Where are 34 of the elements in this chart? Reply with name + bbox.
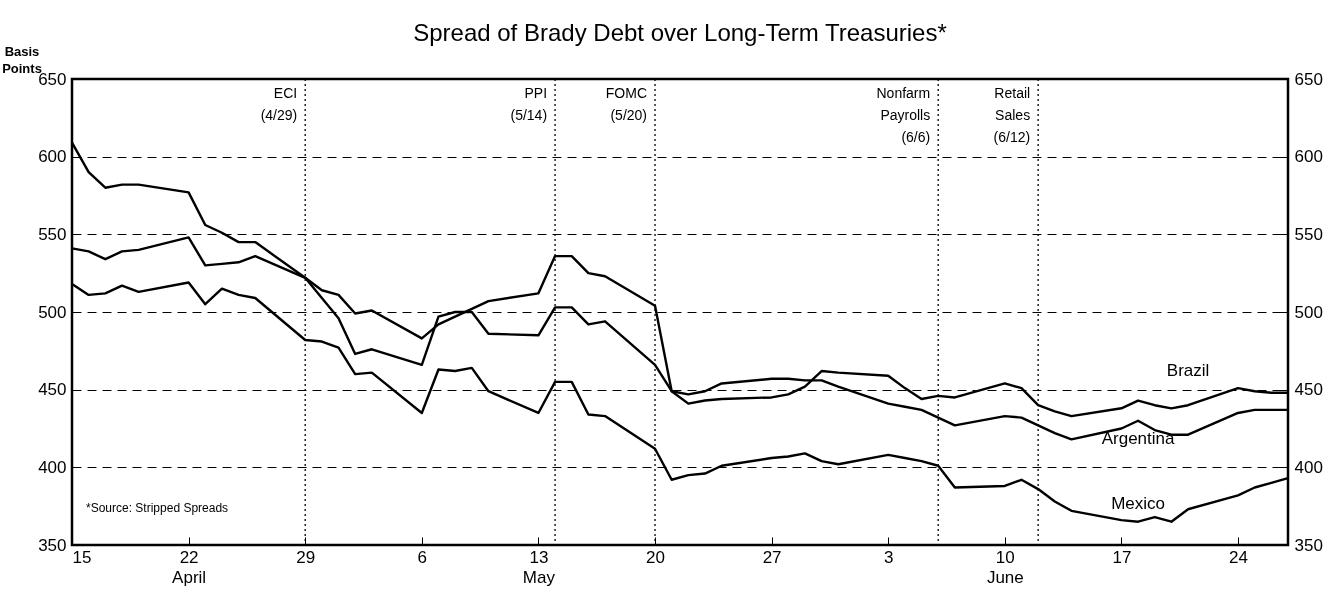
y2-tick-label: 600 — [1294, 147, 1323, 167]
y2-tick-label: 400 — [1294, 457, 1323, 477]
y2-tick-label: 350 — [1294, 535, 1323, 555]
ref-line-label: Retail Sales (6/12) — [993, 85, 1031, 145]
x-tick-label: 13 May — [522, 547, 556, 587]
x-tick-label: 6 — [417, 547, 428, 567]
ref-line-label: PPI (5/14) — [510, 85, 548, 123]
y-tick-label: 350 — [38, 535, 67, 555]
series-label: Argentina — [1101, 428, 1176, 448]
y-tick-label: 450 — [38, 380, 67, 400]
series-label: Brazil — [1166, 361, 1210, 381]
x-tick-label: 27 — [762, 547, 782, 567]
y-tick-label: 400 — [38, 457, 67, 477]
y-tick-label: 550 — [38, 224, 67, 244]
ref-line-label: ECI (4/29) — [260, 85, 298, 123]
x-tick-label: 20 — [646, 547, 665, 567]
series-label: Mexico — [1111, 493, 1166, 513]
y2-tick-label: 450 — [1294, 380, 1323, 400]
y-tick-label: 500 — [38, 302, 67, 322]
x-tick-label: 24 — [1229, 547, 1248, 567]
x-tick-label: 22 April — [172, 547, 207, 587]
x-tick-label: 29 — [296, 547, 316, 567]
y2-tick-label: 550 — [1294, 224, 1323, 244]
ref-line-label: Nonfarm Payrolls (6/6) — [876, 85, 931, 145]
y2-tick-label: 650 — [1294, 69, 1323, 89]
x-tick-label: 10 June — [986, 547, 1024, 587]
x-tick-label: 17 — [1112, 547, 1132, 567]
x-tick-label: 3 — [883, 547, 894, 567]
ref-line-label: FOMC (5/20) — [605, 85, 648, 123]
chart-title: Spread of Brady Debt over Long-Term Treasuries* — [413, 19, 947, 46]
annotation: *Source: Stripped Spreads — [86, 501, 229, 515]
y2-tick-label: 500 — [1294, 302, 1323, 322]
x-tick-label: 15 — [72, 547, 92, 567]
y-tick-label: 600 — [38, 147, 67, 167]
